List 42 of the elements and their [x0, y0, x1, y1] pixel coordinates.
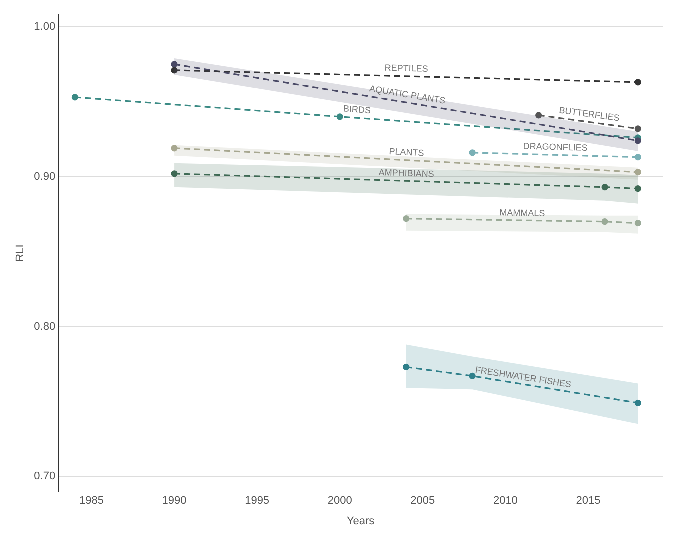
series-label: REPTILES	[384, 62, 428, 74]
point	[536, 112, 542, 119]
point	[634, 400, 642, 406]
point	[602, 184, 608, 191]
text: BUTTERFLIES	[558, 105, 620, 124]
x-tick-label: 1985	[79, 495, 104, 508]
point	[469, 150, 476, 156]
series-label: AMPHIBIANS	[378, 167, 435, 180]
point	[634, 220, 642, 227]
series-label: PLANTS	[389, 146, 424, 158]
point	[171, 67, 178, 74]
point	[72, 94, 78, 101]
x-axis-title: Years	[346, 515, 376, 528]
series-label: MAMMALS	[500, 208, 546, 219]
y-axis-title: RLI	[14, 244, 27, 262]
series-label: DRAGONFLIES	[523, 141, 588, 153]
x-tick-label: 2005	[410, 495, 436, 508]
point	[634, 138, 642, 144]
y-tick-label: 1.00	[34, 21, 56, 34]
point	[634, 186, 642, 192]
point	[602, 218, 608, 226]
x-tick-label: 2010	[493, 495, 518, 508]
x-tick-label: 1995	[245, 495, 270, 508]
text: AQUATIC PLANTS	[368, 84, 446, 106]
point	[403, 364, 410, 371]
point	[336, 114, 344, 120]
point	[634, 169, 642, 176]
x-tick-label: 2015	[576, 495, 601, 508]
point	[634, 154, 642, 161]
point	[403, 216, 410, 222]
point	[171, 61, 178, 68]
y-tick-label: 0.80	[34, 320, 56, 333]
point	[171, 170, 178, 178]
point	[634, 79, 642, 86]
point	[634, 126, 642, 132]
x-tick-label: 2000	[328, 495, 352, 508]
series-label: BIRDS	[343, 104, 372, 116]
y-tick-label: 0.70	[34, 470, 56, 483]
point	[171, 145, 178, 152]
x-tick-label: 1990	[162, 495, 187, 508]
point	[469, 372, 476, 380]
y-tick-label: 0.90	[34, 170, 56, 183]
